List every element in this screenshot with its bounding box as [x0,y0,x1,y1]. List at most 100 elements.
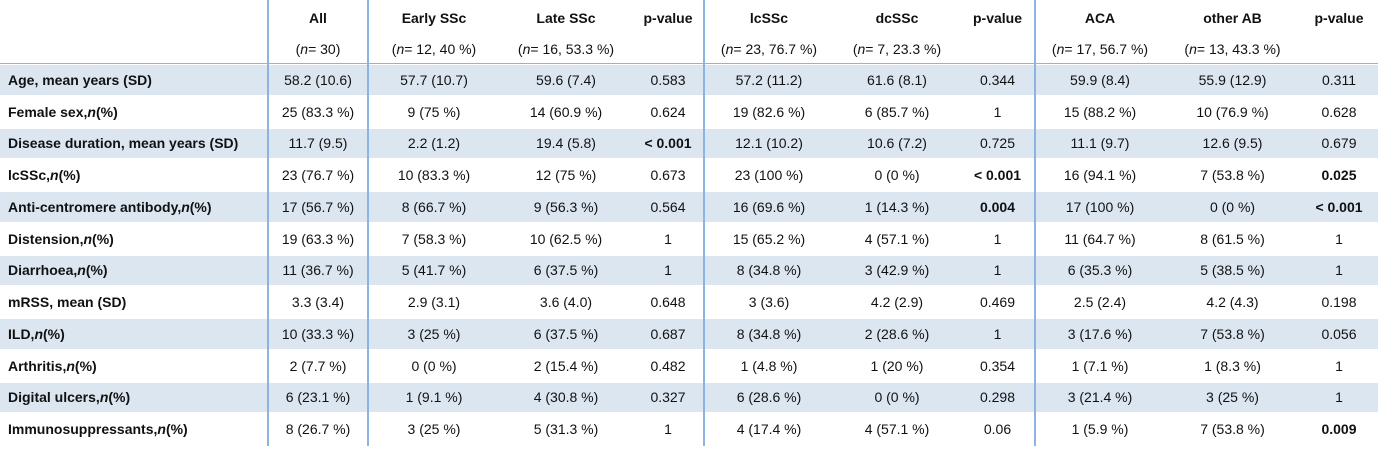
table-cell: 1 (9.1 %) [368,382,500,414]
table-cell: 4 (17.4 %) [704,413,834,445]
table-cell: 0 (0 %) [834,382,960,414]
text: (%) [189,198,212,215]
column-title: p-value [632,2,704,34]
text: = 30) [308,41,341,57]
text: ( [1184,41,1190,57]
table-cell: < 0.001 [632,128,704,160]
table-cell: 5 (38.5 %) [1165,255,1300,287]
text: n [300,41,309,57]
text: ( [1051,41,1057,57]
table-cell: 10 (62.5 %) [500,223,632,255]
text: 1 [1335,230,1343,247]
text: 4.2 (4.3) [1206,294,1259,311]
table-cell: 3 (21.4 %) [1035,382,1165,414]
text: 0.009 [1321,421,1357,438]
text: 6 (85.7 %) [864,103,930,120]
text: Distension, [8,230,84,247]
text: 4 (30.8 %) [533,389,599,406]
column-subtitle: (n = 12, 40 %) [368,34,500,64]
table-cell: 6 (23.1 %) [268,382,368,414]
text: n [857,41,866,57]
row-stripe [0,382,1378,413]
text: 0.298 [979,389,1016,406]
table-cell: 7 (53.8 %) [1165,159,1300,191]
table-cell: 3 (17.6 %) [1035,318,1165,350]
table-cell: 3.6 (4.0) [500,286,632,318]
table-cell: 4.2 (2.9) [834,286,960,318]
table-cell: 59.9 (8.4) [1035,64,1165,96]
table-cell: 2.9 (3.1) [368,286,500,318]
table-cell: 2 (28.6 %) [834,318,960,350]
text: 0.327 [650,389,686,406]
text: Disease duration, mean years (SD) [8,135,239,152]
table-cell: 17 (56.7 %) [268,191,368,223]
table-cell: 10.6 (7.2) [834,128,960,160]
text: n [181,198,190,215]
text: 11.1 (9.7) [1070,135,1130,152]
text: lcSSc, [8,167,51,184]
text: 4 (17.4 %) [736,421,802,438]
text: ( [517,41,523,57]
table-cell: 5 (41.7 %) [368,255,500,287]
text: 10 (62.5 %) [529,230,603,247]
text: 3 (25 %) [1206,389,1259,406]
table-cell: 0.648 [632,286,704,318]
text: 9 (75 %) [407,103,461,120]
table-cell: 23 (76.7 %) [268,159,368,191]
row-stripe [0,255,1378,286]
text: 1 [1335,389,1343,406]
text: 0.564 [650,198,686,215]
text: 1 [664,262,672,279]
text: 25 (83.3 %) [281,103,355,120]
text: 57.2 (11.2) [735,71,803,88]
row-label: Diarrhoea, n (%) [0,255,268,287]
table-cell: 8 (61.5 %) [1165,223,1300,255]
table-cell: 0.673 [632,159,704,191]
table-cell: 10 (76.9 %) [1165,96,1300,128]
text: 4 (57.1 %) [864,230,930,247]
text: n [522,41,531,57]
table-cell: 0.564 [632,191,704,223]
table-cell: 16 (94.1 %) [1035,159,1165,191]
table-cell: 1 [1300,255,1378,287]
text: n [77,262,86,279]
table-cell: 0.469 [960,286,1035,318]
table-cell: 3 (42.9 %) [834,255,960,287]
column-title: other AB [1165,2,1300,34]
text: 12.6 (9.5) [1202,135,1263,152]
table-cell: 0.354 [960,350,1035,382]
table-cell: 1 [632,255,704,287]
table-cell: 11 (36.7 %) [268,255,368,287]
text: Arthritis, [8,357,67,374]
table-cell: 7 (53.8 %) [1165,318,1300,350]
table-cell: 0.687 [632,318,704,350]
column-title: p-value [1300,2,1378,34]
text: 1 (9.1 %) [405,389,463,406]
table-cell: 4 (30.8 %) [500,382,632,414]
text: 12 (75 %) [535,167,597,184]
text: 8 (34.8 %) [736,262,802,279]
table-cell: 1 [1300,223,1378,255]
table-cell: 1 (8.3 %) [1165,350,1300,382]
text: 14 (60.9 %) [529,103,603,120]
table-cell: 0 (0 %) [1165,191,1300,223]
text: = 23, 76.7 %) [733,41,818,57]
text: 3 (21.4 %) [1067,389,1133,406]
column-title: All [268,2,368,34]
table-cell: < 0.001 [960,159,1035,191]
table-cell: 8 (34.8 %) [704,255,834,287]
table-cell: 0.06 [960,413,1035,445]
column-title: lcSSc [704,2,834,34]
text: 11 (36.7 %) [282,262,354,279]
text: 1 [664,421,672,438]
row-label: Arthritis, n (%) [0,350,268,382]
column-title: dcSSc [834,2,960,34]
text: ACA [1084,10,1116,26]
table-cell: 1 (7.1 %) [1035,350,1165,382]
table-cell: 3 (3.6) [704,286,834,318]
text: n [99,389,109,406]
table-cell: 7 (53.8 %) [1165,413,1300,445]
text: 1 (20 %) [870,357,924,374]
text: 0.725 [979,135,1016,152]
text: = 13, 43.3 %) [1196,41,1281,57]
